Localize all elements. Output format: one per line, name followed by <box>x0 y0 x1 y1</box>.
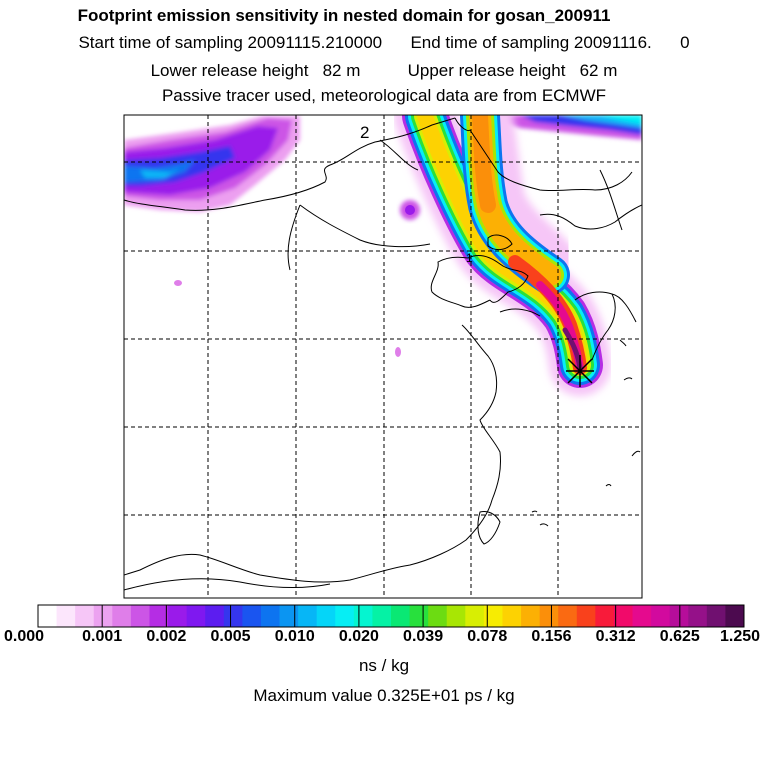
tracer-info: Passive tracer used, meteorological data… <box>161 86 607 105</box>
colorbar-swatch <box>316 605 336 627</box>
colorbar-swatch <box>353 605 373 627</box>
colorbar-swatch <box>391 605 411 627</box>
colorbar-swatch <box>168 605 188 627</box>
colorbar-label: 0.078 <box>467 628 508 645</box>
colorbar <box>37 604 745 628</box>
colorbar-label: 0.156 <box>531 628 572 645</box>
colorbar-label: 0.625 <box>659 628 700 645</box>
colorbar-swatch <box>502 605 522 627</box>
release-heights: Lower release height 82 m Upper release … <box>150 61 618 80</box>
colorbar-label: 0.010 <box>274 628 315 645</box>
colorbar-swatch <box>298 605 318 627</box>
colorbar-swatch <box>335 605 355 627</box>
colorbar-swatch <box>75 605 95 627</box>
colorbar-swatch <box>669 605 689 627</box>
colorbar-label: 0.001 <box>82 628 123 645</box>
sampling-times: Start time of sampling 20091115.210000 E… <box>78 33 690 52</box>
colorbar-swatch <box>446 605 466 627</box>
colorbar-swatch <box>149 605 169 627</box>
colorbar-swatch <box>409 605 429 627</box>
plume-speckle <box>395 347 401 357</box>
map-frame <box>123 114 643 599</box>
map-plot-area <box>124 115 642 598</box>
colorbar-swatch <box>521 605 541 627</box>
release-marker-label: 1 <box>466 251 473 265</box>
plume-speckle <box>174 280 182 286</box>
colorbar-border <box>37 604 745 628</box>
plume-speckle-core <box>405 205 415 215</box>
colorbar-swatch <box>539 605 559 627</box>
colorbar-swatch <box>93 605 113 627</box>
colorbar-swatch <box>725 605 745 627</box>
colorbar-label: 1.250 <box>719 628 761 645</box>
colorbar-label: 0.002 <box>146 628 187 645</box>
figure-title: Footprint emission sensitivity in nested… <box>77 6 611 25</box>
colorbar-swatch <box>242 605 262 627</box>
colorbar-swatch <box>613 605 634 627</box>
colorbar-swatch <box>706 605 726 627</box>
colorbar-swatch <box>483 605 503 627</box>
lat-lon-grid <box>124 115 642 598</box>
colorbar-swatch <box>595 605 615 627</box>
colorbar-swatch <box>465 605 485 627</box>
colorbar-swatch <box>372 605 392 627</box>
colorbar-swatch <box>558 605 578 627</box>
colorbar-swatch <box>130 605 150 627</box>
maximum-value: Maximum value 0.325E+01 ps / kg <box>253 686 515 705</box>
colorbar-swatch <box>651 605 671 627</box>
station-star-icon <box>566 355 594 387</box>
colorbar-swatch <box>428 605 448 627</box>
colorbar-units: ns / kg <box>358 656 410 675</box>
colorbar-swatch <box>112 605 132 627</box>
colorbar-swatch <box>260 605 281 627</box>
colorbar-swatch <box>186 605 206 627</box>
colorbar-swatch <box>688 605 708 627</box>
colorbar-swatch <box>38 605 58 627</box>
colorbar-swatch <box>279 605 299 627</box>
colorbar-label: 0.020 <box>338 628 379 645</box>
colorbar-swatch <box>632 605 652 627</box>
northeast-plume <box>500 115 642 140</box>
coastlines <box>124 117 642 591</box>
panel-label: 2 <box>360 123 369 142</box>
colorbar-swatch <box>56 605 76 627</box>
colorbar-swatch <box>576 605 596 627</box>
colorbar-swatch <box>205 605 225 627</box>
colorbar-label: 0.005 <box>210 628 251 645</box>
colorbar-label: 0.039 <box>403 628 444 645</box>
colorbar-swatch <box>223 605 243 627</box>
colorbar-label: 0.312 <box>595 628 636 645</box>
colorbar-label: 0.000 <box>3 628 45 645</box>
